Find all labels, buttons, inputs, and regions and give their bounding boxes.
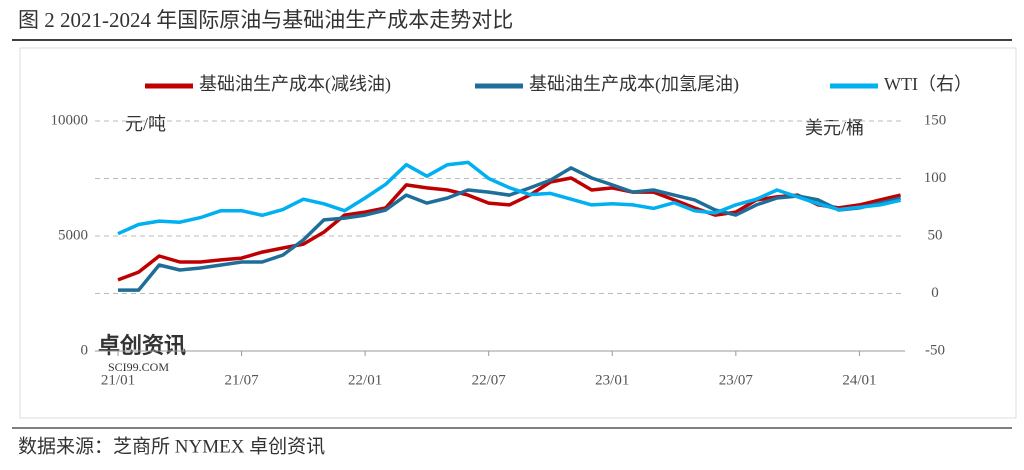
series-line <box>117 160 901 236</box>
y2-axis-label: 美元/桶 <box>805 118 864 138</box>
y2-tick-label: 50 <box>928 227 943 243</box>
y-tick-label: 0 <box>81 342 89 358</box>
legend-label: WTI（右） <box>884 74 972 94</box>
legend-label: 基础油生产成本(减线油) <box>199 74 391 95</box>
series-line <box>118 166 902 292</box>
x-tick-label: 21/07 <box>224 372 259 388</box>
y2-tick-label: 0 <box>931 285 939 301</box>
watermark: 卓创资讯 <box>98 333 186 358</box>
y2-tick-label: 150 <box>924 112 947 128</box>
y-tick-label: 5000 <box>58 227 88 243</box>
x-tick-label: 24/01 <box>842 372 876 388</box>
y-axis-label: 元/吨 <box>125 114 166 134</box>
chart-title: 图 2 2021-2024 年国际原油与基础油生产成本走势对比 <box>18 8 513 32</box>
watermark-url: SCI99.COM <box>108 360 169 374</box>
x-tick-label: 23/01 <box>595 372 629 388</box>
x-tick-label: 22/07 <box>472 372 507 388</box>
y2-tick-label: -50 <box>925 342 945 358</box>
legend-label: 基础油生产成本(加氢尾油) <box>529 74 739 95</box>
series-line <box>117 176 901 282</box>
chart-frame <box>19 47 1017 419</box>
x-tick-label: 21/01 <box>101 372 135 388</box>
y-tick-label: 10000 <box>51 112 89 128</box>
x-tick-label: 22/01 <box>348 372 382 388</box>
x-tick-label: 23/07 <box>719 372 754 388</box>
source: 数据来源：芝商所 NYMEX 卓创资讯 <box>18 435 325 457</box>
y2-tick-label: 100 <box>924 170 947 186</box>
